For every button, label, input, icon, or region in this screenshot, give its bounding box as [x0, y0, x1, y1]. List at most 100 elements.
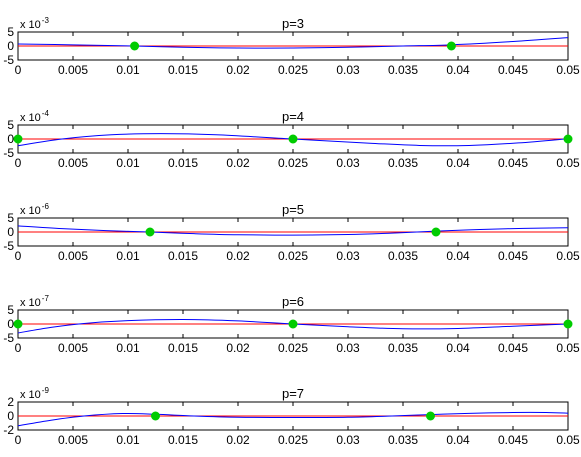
x-tick-label: 0.04: [446, 341, 470, 355]
y-tick-label: 0: [7, 225, 14, 239]
x-tick-label: 0.005: [58, 63, 88, 77]
error-curve: [17, 225, 569, 236]
x-tick-label: 0.03: [336, 63, 360, 77]
x-tick-label: 0: [15, 63, 22, 77]
node-marker: [563, 134, 573, 144]
x-tick-label: 0.025: [278, 156, 308, 170]
x-tick-label: 0.05: [556, 156, 580, 170]
y-tick-label: 0: [7, 409, 14, 423]
node-marker: [563, 319, 573, 329]
x-tick-label: 0: [15, 249, 22, 263]
x-tick-label: 0.035: [388, 63, 418, 77]
x-tick-label: 0.045: [498, 249, 528, 263]
y-scale-exponent: -6: [42, 202, 50, 211]
node-marker: [426, 411, 435, 421]
node-marker: [13, 134, 23, 144]
x-tick-label: 0.02: [226, 156, 250, 170]
x-tick-label: 0.035: [388, 433, 418, 447]
x-tick-label: 0.025: [278, 249, 308, 263]
subplot-3: 0 0.005 0.01 0.015 0.02 0.025 0.03 0.035 0.04 0.0…: [3, 202, 580, 263]
node-marker: [431, 227, 441, 237]
node-marker: [151, 411, 160, 421]
subplot-5: 0 0.005 0.01 0.015 0.02 0.025 0.03 0.035 0.04 0.0…: [3, 386, 580, 447]
y-tick-label: -2: [3, 423, 14, 437]
y-tick-label: 5: [7, 118, 14, 132]
node-marker: [288, 319, 298, 329]
chart-title: p=3: [282, 16, 304, 31]
x-tick-label: 0.045: [498, 63, 528, 77]
subplot-2: 0 0.005 0.01 0.015 0.02 0.025 0.03 0.035 0.04 0.0…: [3, 109, 580, 170]
y-tick-label: 0: [7, 317, 14, 331]
node-marker: [288, 134, 298, 144]
x-tick-label: 0.035: [388, 156, 418, 170]
subplot-1: 0 0.005 0.01 0.015 0.02 0.025 0.03 0.035 0.04 0.0…: [3, 16, 580, 77]
y-scale-exponent: -4: [42, 109, 50, 118]
x-tick-label: 0.02: [226, 433, 250, 447]
y-scale-factor: x 10-4: [20, 109, 49, 124]
y-scale-exponent: -9: [42, 386, 50, 395]
y-scale-exponent: -3: [42, 16, 50, 25]
x-tick-label: 0.05: [556, 341, 580, 355]
x-tick-label: 0.01: [116, 63, 140, 77]
chart-title: p=7: [282, 386, 304, 401]
x-tick-label: 0.045: [498, 341, 528, 355]
y-scale-base: x 10: [20, 19, 41, 31]
error-curve: [17, 319, 569, 334]
x-tick-label: 0.02: [226, 63, 250, 77]
x-tick-label: 0.03: [336, 433, 360, 447]
node-marker: [13, 319, 23, 329]
x-tick-label: 0.035: [388, 249, 418, 263]
node-marker: [446, 41, 456, 51]
y-tick-label: 2: [7, 395, 14, 409]
x-tick-label: 0.025: [278, 341, 308, 355]
y-scale-factor: x 10-7: [20, 294, 49, 309]
y-scale-factor: x 10-9: [20, 386, 49, 401]
y-scale-factor: x 10-3: [20, 16, 49, 31]
x-tick-label: 0: [15, 341, 22, 355]
y-scale-base: x 10: [20, 389, 41, 401]
x-tick-label: 0.045: [498, 433, 528, 447]
y-tick-label: 5: [7, 25, 14, 39]
x-tick-label: 0.04: [446, 249, 470, 263]
y-scale-factor: x 10-6: [20, 202, 49, 217]
node-marker: [130, 41, 140, 51]
x-tick-label: 0.01: [116, 249, 140, 263]
y-scale-base: x 10: [20, 205, 41, 217]
x-tick-label: 0.035: [388, 341, 418, 355]
x-tick-label: 0.05: [556, 63, 580, 77]
chart-title: p=6: [282, 294, 304, 309]
x-tick-label: 0.01: [116, 433, 140, 447]
x-tick-label: 0.005: [58, 341, 88, 355]
node-marker: [145, 227, 155, 237]
x-tick-label: 0.025: [278, 63, 308, 77]
x-tick-label: 0.015: [168, 433, 198, 447]
x-tick-label: 0.015: [168, 63, 198, 77]
x-tick-label: 0.04: [446, 63, 470, 77]
y-scale-base: x 10: [20, 112, 41, 124]
x-tick-label: 0.015: [168, 341, 198, 355]
y-tick-label: 5: [7, 211, 14, 225]
x-tick-label: 0: [15, 433, 22, 447]
x-tick-label: 0.05: [556, 249, 580, 263]
x-tick-label: 0.04: [446, 433, 470, 447]
y-tick-label: -5: [3, 239, 14, 253]
x-tick-label: 0.005: [58, 249, 88, 263]
y-scale-exponent: -7: [42, 294, 50, 303]
x-tick-label: 0.005: [58, 156, 88, 170]
x-tick-label: 0.03: [336, 156, 360, 170]
x-tick-label: 0.02: [226, 341, 250, 355]
y-scale-base: x 10: [20, 297, 41, 309]
chart-title: p=4: [282, 109, 304, 124]
chart-title: p=5: [282, 202, 304, 217]
subplot-4: 0 0.005 0.01 0.015 0.02 0.025 0.03 0.035 0.04 0.0…: [3, 294, 580, 355]
y-tick-label: -5: [3, 331, 14, 345]
y-tick-label: 0: [7, 39, 14, 53]
x-tick-label: 0.01: [116, 156, 140, 170]
x-tick-label: 0.025: [278, 433, 308, 447]
x-tick-label: 0.05: [556, 433, 580, 447]
x-tick-label: 0.015: [168, 156, 198, 170]
x-tick-label: 0.02: [226, 249, 250, 263]
x-tick-label: 0.04: [446, 156, 470, 170]
